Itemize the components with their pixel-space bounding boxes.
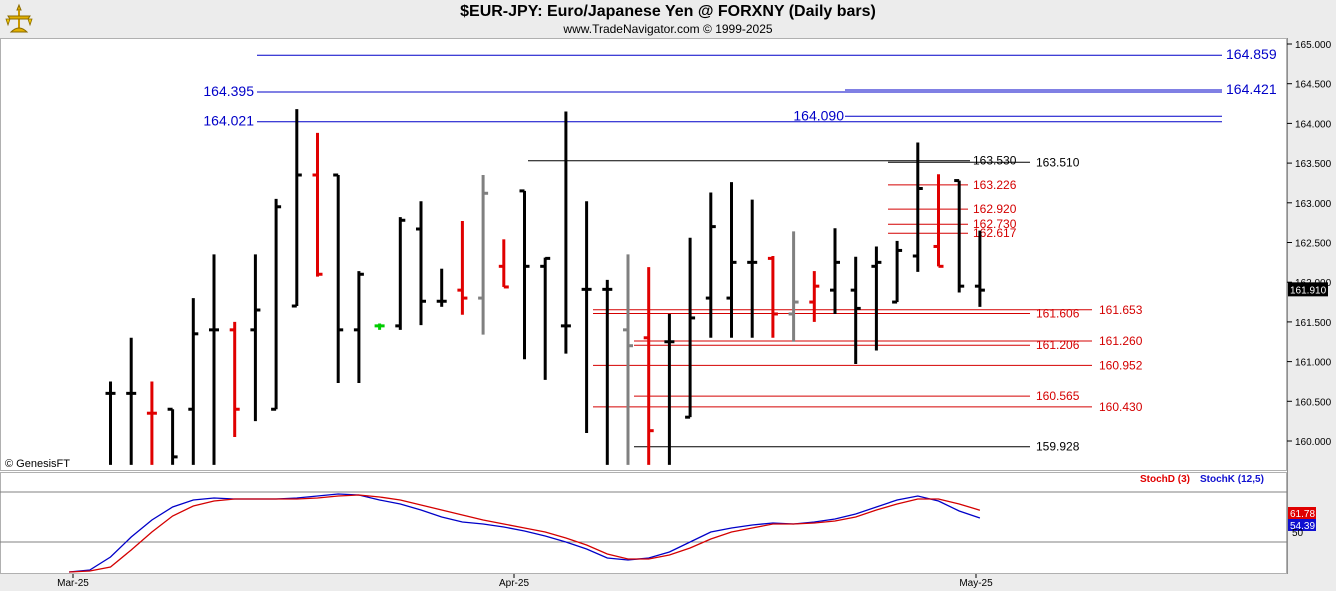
level-label: 163.530: [973, 154, 1017, 168]
price-tick-label: 164.500: [1295, 80, 1332, 91]
level-label: 161.206: [1036, 338, 1080, 352]
last-price-label: 161.910: [1290, 285, 1327, 296]
level-label: 162.920: [973, 202, 1017, 216]
level-label: 161.653: [1099, 303, 1143, 317]
price-tick-label: 163.500: [1295, 159, 1332, 170]
level-label: 160.565: [1036, 389, 1080, 403]
stoch-panel-frame: [0, 472, 1287, 574]
level-label: 164.090: [793, 107, 844, 123]
level-label: 160.952: [1099, 358, 1143, 372]
time-tick-label: Mar-25: [57, 578, 89, 589]
time-axis-background: [0, 574, 1336, 591]
chart-header: $EUR-JPY: Euro/Japanese Yen @ FORXNY (Da…: [0, 0, 1336, 38]
level-label: 164.021: [203, 113, 254, 129]
chart-subtitle: www.TradeNavigator.com © 1999-2025: [563, 22, 773, 36]
level-label: 163.226: [973, 178, 1017, 192]
price-tick-label: 161.500: [1295, 318, 1332, 329]
price-tick-label: 160.000: [1295, 437, 1332, 448]
stochk-value-box: [1288, 519, 1316, 531]
level-label: 160.430: [1099, 400, 1143, 414]
watermark-text: © GenesisFT: [5, 458, 70, 470]
level-label: 159.928: [1036, 440, 1080, 454]
time-axis: Mar-25 Apr-25 May-25: [57, 574, 993, 589]
price-tick-label: 161.000: [1295, 358, 1332, 369]
price-tick-label: 162.500: [1295, 239, 1332, 250]
legend-stochd: StochD (3): [1140, 474, 1190, 485]
level-label: 162.730: [973, 217, 1017, 231]
level-label: 164.421: [1226, 81, 1277, 97]
price-tick-label: 165.000: [1295, 40, 1332, 51]
level-label: 164.859: [1226, 46, 1277, 62]
level-label: 161.260: [1099, 334, 1143, 348]
stoch-axis-label: 50: [1292, 528, 1304, 539]
time-tick-label: May-25: [959, 578, 993, 589]
price-levels: 164.859 164.421 164.395 164.090 164.021 163.5…: [203, 46, 1276, 454]
price-axis: 165.000 164.500 164.000 163.500 163.000 162.5…: [1287, 40, 1332, 448]
trade-navigator-logo-icon: [5, 3, 33, 33]
price-tick-label: 160.500: [1295, 397, 1332, 408]
stoch-series-line: [69, 494, 981, 573]
price-tick-label: 163.000: [1295, 199, 1332, 210]
legend-stochk: StochK (12,5): [1200, 474, 1264, 485]
level-label: 163.510: [1036, 155, 1080, 169]
time-tick-label: Apr-25: [499, 578, 529, 589]
stoch-series-line: [69, 493, 981, 573]
level-label: 162.617: [973, 226, 1017, 240]
price-bars: [105, 109, 985, 465]
stochd-value-box: [1288, 507, 1316, 520]
price-axis-background: [1287, 38, 1336, 574]
level-label: 164.395: [203, 83, 254, 99]
level-label: 161.606: [1036, 306, 1080, 320]
stochk-value: 54.39: [1290, 521, 1315, 532]
last-price-box: [1288, 282, 1328, 297]
price-tick-label: 164.000: [1295, 119, 1332, 130]
stochd-value: 61.78: [1290, 509, 1315, 520]
chart-title: $EUR-JPY: Euro/Japanese Yen @ FORXNY (Da…: [460, 3, 876, 20]
